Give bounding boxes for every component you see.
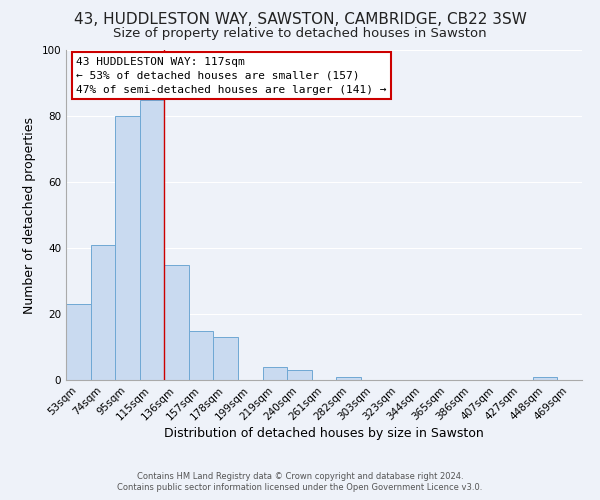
Bar xyxy=(263,367,287,380)
Text: Size of property relative to detached houses in Sawston: Size of property relative to detached ho… xyxy=(113,28,487,40)
Text: Contains HM Land Registry data © Crown copyright and database right 2024.
Contai: Contains HM Land Registry data © Crown c… xyxy=(118,472,482,492)
Bar xyxy=(91,244,115,380)
Bar xyxy=(140,100,164,380)
Text: 43, HUDDLESTON WAY, SAWSTON, CAMBRIDGE, CB22 3SW: 43, HUDDLESTON WAY, SAWSTON, CAMBRIDGE, … xyxy=(74,12,526,28)
Bar xyxy=(115,116,140,380)
Y-axis label: Number of detached properties: Number of detached properties xyxy=(23,116,36,314)
Bar xyxy=(189,330,214,380)
X-axis label: Distribution of detached houses by size in Sawston: Distribution of detached houses by size … xyxy=(164,428,484,440)
Bar xyxy=(287,370,312,380)
Bar xyxy=(164,264,189,380)
Bar xyxy=(336,376,361,380)
Bar xyxy=(66,304,91,380)
Bar xyxy=(533,376,557,380)
Bar xyxy=(214,337,238,380)
Text: 43 HUDDLESTON WAY: 117sqm
← 53% of detached houses are smaller (157)
47% of semi: 43 HUDDLESTON WAY: 117sqm ← 53% of detac… xyxy=(76,56,387,94)
